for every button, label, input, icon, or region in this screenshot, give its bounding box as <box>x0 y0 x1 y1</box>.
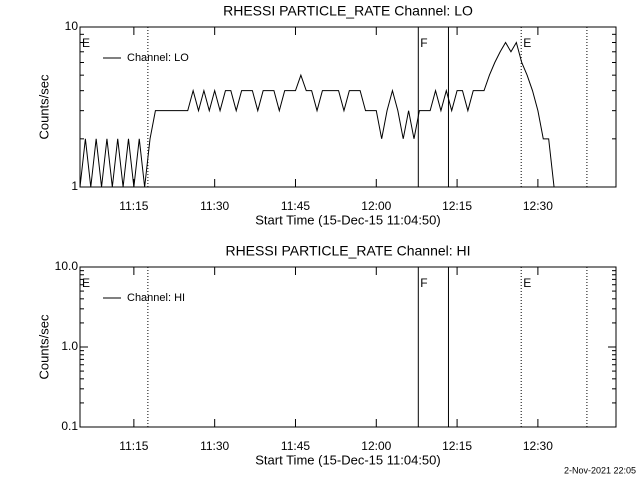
x-tick-label: 11:45 <box>281 439 310 453</box>
x-tick-label: 11:30 <box>200 199 229 213</box>
x-tick-label: 12:30 <box>523 439 553 453</box>
event-label: F <box>420 36 427 50</box>
chart-title: RHESSI PARTICLE_RATE Channel: LO <box>223 3 473 19</box>
event-label: E <box>82 36 90 50</box>
event-label: E <box>82 276 90 290</box>
chart-title: RHESSI PARTICLE_RATE Channel: HI <box>225 243 470 259</box>
x-tick-label: 12:00 <box>361 439 391 453</box>
timestamp: 2-Nov-2021 22:05 <box>564 465 636 475</box>
x-tick-label: 12:15 <box>442 199 472 213</box>
y-tick-label: 0.1 <box>61 419 78 433</box>
y-axis-label: Counts/sec <box>36 74 51 140</box>
y-tick-label: 1.0 <box>61 339 78 353</box>
legend-label: Channel: LO <box>127 52 189 64</box>
x-tick-label: 11:15 <box>119 199 148 213</box>
y-tick-label: 10.0 <box>55 259 79 273</box>
x-axis-label: Start Time (15-Dec-15 11:04:50) <box>255 452 440 467</box>
x-tick-label: 12:15 <box>442 439 472 453</box>
x-axis-label: Start Time (15-Dec-15 11:04:50) <box>255 212 440 227</box>
legend-label: Channel: HI <box>127 292 185 304</box>
y-tick-label: 1 <box>71 179 78 193</box>
event-label: E <box>523 36 531 50</box>
event-label: F <box>420 276 427 290</box>
y-axis-label: Counts/sec <box>36 314 51 380</box>
x-tick-label: 12:00 <box>361 199 391 213</box>
x-tick-label: 11:15 <box>119 439 148 453</box>
x-tick-label: 11:30 <box>200 439 229 453</box>
x-tick-label: 11:45 <box>281 199 310 213</box>
event-label: E <box>523 276 531 290</box>
data-line <box>79 41 565 188</box>
x-tick-label: 12:30 <box>523 199 553 213</box>
y-tick-label: 10 <box>65 19 79 33</box>
plot-frame <box>79 26 617 188</box>
